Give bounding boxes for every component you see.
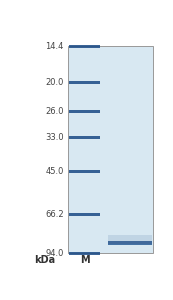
Bar: [108, 241, 152, 245]
Bar: [69, 81, 100, 84]
Text: 66.2: 66.2: [45, 210, 64, 219]
Text: 14.4: 14.4: [45, 42, 64, 51]
Bar: [69, 136, 100, 139]
Text: 33.0: 33.0: [45, 133, 64, 142]
Bar: [108, 235, 152, 241]
Text: 26.0: 26.0: [45, 107, 64, 116]
Text: 20.0: 20.0: [45, 78, 64, 87]
Text: kDa: kDa: [35, 255, 56, 265]
Bar: [69, 252, 100, 255]
Bar: [69, 213, 100, 216]
Bar: [68, 46, 153, 253]
Bar: [69, 110, 100, 113]
Bar: [108, 244, 152, 245]
Text: M: M: [80, 255, 89, 265]
Text: 45.0: 45.0: [45, 167, 64, 176]
Text: 94.0: 94.0: [45, 249, 64, 258]
Bar: [69, 45, 100, 48]
Bar: [69, 170, 100, 173]
